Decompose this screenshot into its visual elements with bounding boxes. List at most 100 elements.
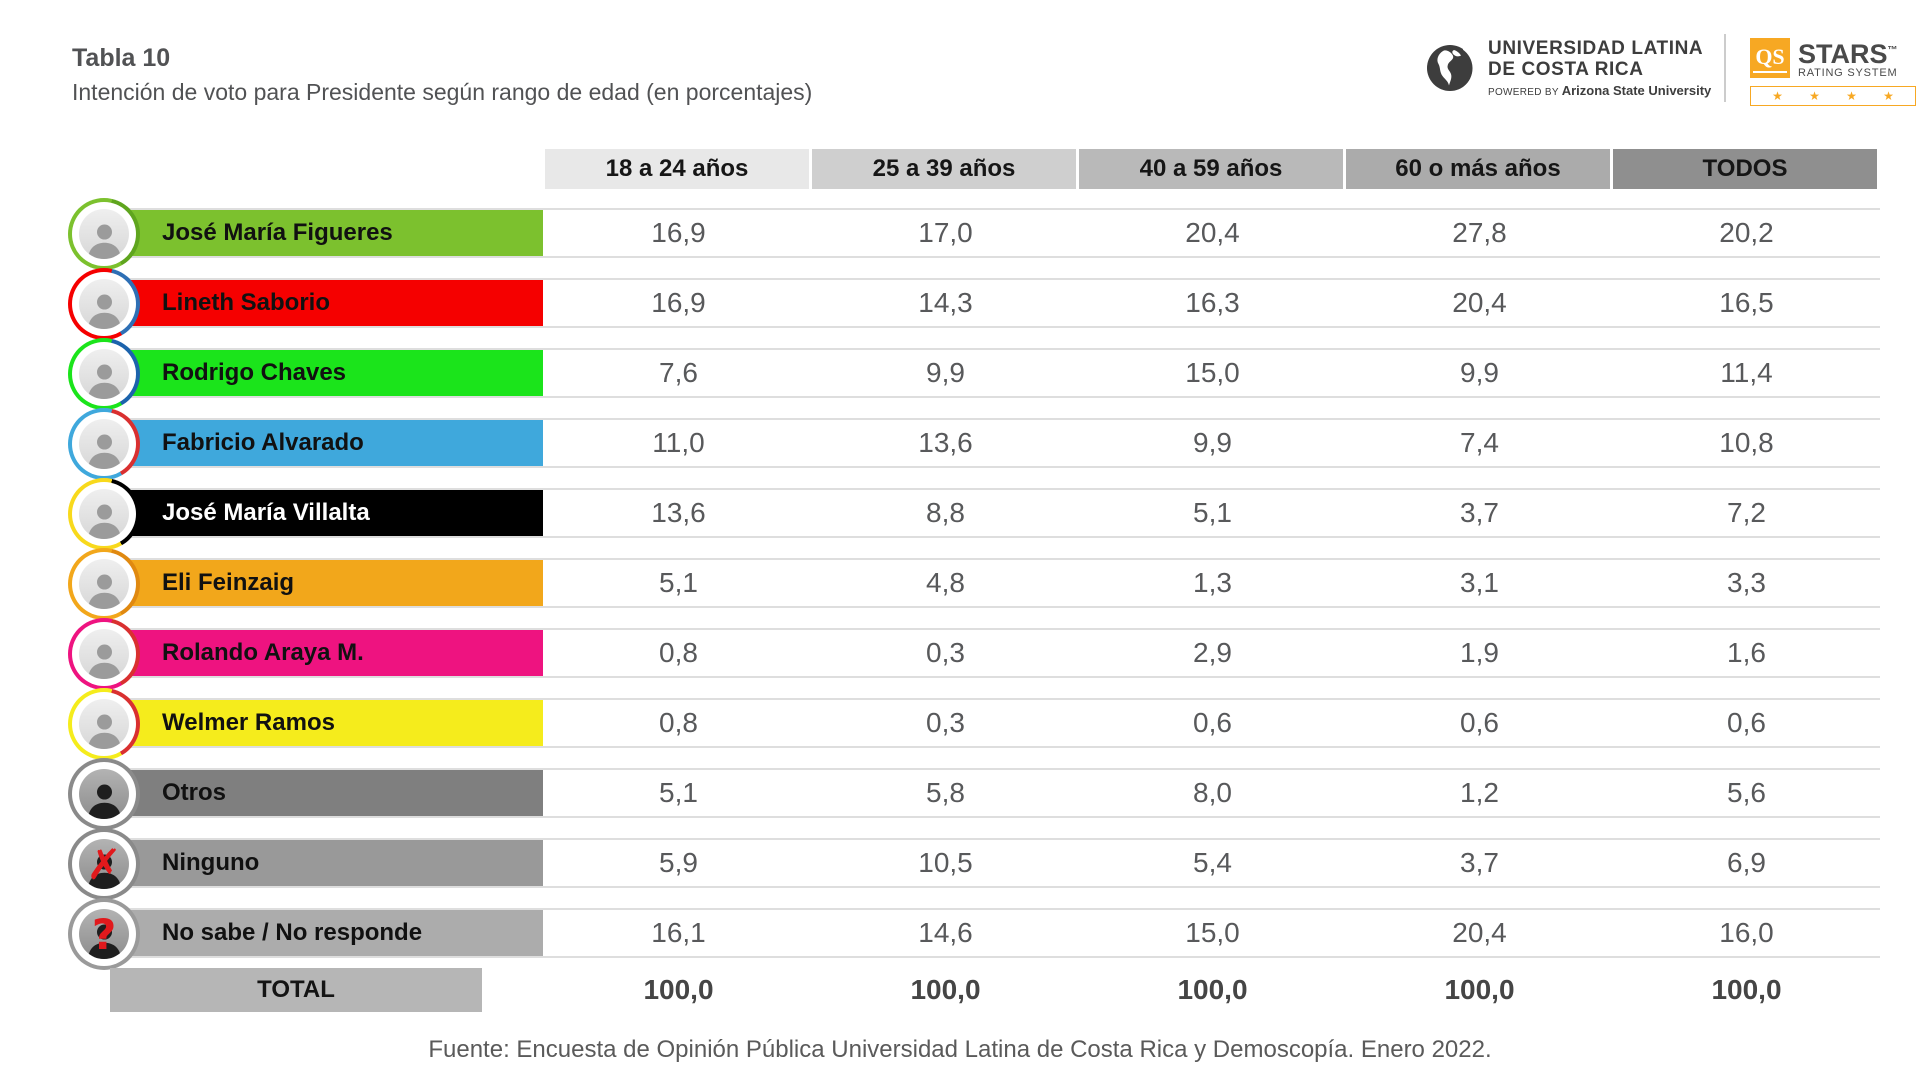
candidate-row: Lineth Saborio 16,9 14,3 16,3 20,4 16,5 xyxy=(68,268,1880,340)
candidate-row: Eli Feinzaig 5,1 4,8 1,3 3,1 3,3 xyxy=(68,548,1880,620)
candidate-row: José María Villalta 13,6 8,8 5,1 3,7 7,2 xyxy=(68,478,1880,550)
total-percentage-cell: 100,0 xyxy=(910,974,981,1005)
candidate-row: Otros 5,1 5,8 8,0 1,2 5,6 xyxy=(68,758,1880,830)
globe-icon xyxy=(1427,45,1476,91)
vote-percentage-cell: 1,6 xyxy=(1727,637,1766,668)
vote-percentage-cell: 27,8 xyxy=(1452,217,1507,248)
vote-percentage-cell: 4,8 xyxy=(926,567,965,598)
page-title: Intención de voto para Presidente según … xyxy=(72,79,813,105)
person-icon xyxy=(79,489,129,539)
star-icon: ★ xyxy=(1883,89,1894,103)
vote-percentage-cell: 5,4 xyxy=(1193,847,1232,878)
column-header: 60 o más años xyxy=(1346,149,1610,189)
candidate-bar: Lineth Saborio xyxy=(98,280,543,326)
vote-percentage-cell: 5,1 xyxy=(1193,497,1232,528)
candidate-row: Fabricio Alvarado 11,0 13,6 9,9 7,4 10,8 xyxy=(68,408,1880,480)
candidate-name: Lineth Saborio xyxy=(162,289,330,316)
candidate-avatar xyxy=(68,688,140,760)
vote-percentage-cell: 16,0 xyxy=(1719,917,1774,948)
candidate-name: Rodrigo Chaves xyxy=(162,359,347,386)
vote-percentage-cell: 7,2 xyxy=(1727,497,1766,528)
vote-percentage-cell: 11,0 xyxy=(652,427,705,458)
avatar-overlay-glyph xyxy=(72,762,136,826)
vote-percentage-cell: 14,3 xyxy=(918,287,973,318)
vote-percentage-cell: 3,7 xyxy=(1460,847,1499,878)
candidate-name: José María Figueres xyxy=(162,219,393,246)
candidate-name: José María Villalta xyxy=(162,499,370,526)
ulatina-logo: UNIVERSIDAD LATINA DE COSTA RICA POWERED… xyxy=(1424,38,1711,98)
candidate-bar: Otros xyxy=(98,770,543,816)
candidate-bar: Rodrigo Chaves xyxy=(98,350,543,396)
avatar-overlay-glyph xyxy=(72,692,136,756)
vote-percentage-cell: 0,8 xyxy=(659,637,698,668)
vote-percentage-cell: 9,9 xyxy=(1460,357,1499,388)
vote-percentage-cell: 11,4 xyxy=(1720,357,1773,388)
candidate-avatar xyxy=(68,618,140,690)
column-header: TODOS xyxy=(1613,149,1877,189)
ulatina-powered-by: POWERED BY Arizona State University xyxy=(1488,83,1712,98)
person-icon xyxy=(79,699,129,749)
vote-percentage-cell: 3,3 xyxy=(1727,567,1766,598)
candidate-name: No sabe / No responde xyxy=(162,919,423,946)
vote-percentage-cell: 5,8 xyxy=(926,777,965,808)
vote-percentage-cell: 16,5 xyxy=(1719,287,1774,318)
vote-percentage-cell: 1,3 xyxy=(1193,567,1232,598)
candidate-bar: Rolando Araya M. xyxy=(98,630,543,676)
vote-percentage-cell: 6,9 xyxy=(1727,847,1766,878)
candidate-bar: No sabe / No responde xyxy=(98,910,543,956)
vote-percentage-cell: 15,0 xyxy=(1185,917,1240,948)
candidate-name: Welmer Ramos xyxy=(162,709,335,736)
avatar-overlay-glyph: ? xyxy=(91,909,117,959)
avatar-overlay-glyph xyxy=(72,622,136,686)
source-note: Fuente: Encuesta de Opinión Pública Univ… xyxy=(428,1036,1492,1063)
candidate-bar: Welmer Ramos xyxy=(98,700,543,746)
candidate-name: Ninguno xyxy=(162,849,260,876)
candidate-row: No sabe / No responde ? 16,1 14,6 15,0 20,4… xyxy=(68,898,1880,970)
candidate-row: Welmer Ramos 0,8 0,3 0,6 0,6 0,6 xyxy=(68,688,1880,760)
vote-percentage-cell: 16,1 xyxy=(651,917,706,948)
vote-percentage-cell: 16,9 xyxy=(651,287,706,318)
vote-percentage-cell: 0,3 xyxy=(926,637,965,668)
ulatina-name-line1: UNIVERSIDAD LATINA xyxy=(1488,38,1704,59)
vote-percentage-cell: 20,4 xyxy=(1185,217,1240,248)
person-icon xyxy=(79,419,129,469)
qs-stars-rating: ★ ★ ★ ★ xyxy=(1750,86,1916,106)
person-icon xyxy=(79,209,129,259)
person-icon xyxy=(79,559,129,609)
avatar-overlay-glyph xyxy=(72,412,136,476)
star-icon: ★ xyxy=(1809,89,1820,103)
vote-percentage-cell: 3,1 xyxy=(1460,567,1499,598)
vote-percentage-cell: 1,9 xyxy=(1460,637,1499,668)
avatar-overlay-glyph xyxy=(72,272,136,336)
candidate-bar: Fabricio Alvarado xyxy=(98,420,543,466)
candidate-avatar xyxy=(68,478,140,550)
candidate-avatar xyxy=(68,408,140,480)
qs-icon: QS xyxy=(1750,38,1790,78)
candidate-bar: José María Figueres xyxy=(98,210,543,256)
vote-percentage-cell: 10,8 xyxy=(1719,427,1774,458)
total-percentage-cell: 100,0 xyxy=(1177,974,1248,1005)
vote-percentage-cell: 7,4 xyxy=(1460,427,1499,458)
vote-percentage-cell: 0,6 xyxy=(1460,707,1499,738)
vote-percentage-cell: 9,9 xyxy=(1193,427,1232,458)
candidate-name: Eli Feinzaig xyxy=(162,569,295,596)
candidate-name: Otros xyxy=(162,779,227,806)
vote-percentage-cell: 20,4 xyxy=(1452,917,1507,948)
vote-percentage-cell: 15,0 xyxy=(1185,357,1240,388)
person-icon xyxy=(79,279,129,329)
star-icon: ★ xyxy=(1846,89,1857,103)
vote-percentage-cell: 16,3 xyxy=(1185,287,1240,318)
logo-divider xyxy=(1724,34,1726,102)
vote-percentage-cell: 5,9 xyxy=(659,847,698,878)
candidate-row: José María Figueres 16,9 17,0 20,4 27,8 20,2 xyxy=(68,198,1880,270)
vote-percentage-cell: 16,9 xyxy=(651,217,706,248)
candidate-row: Rodrigo Chaves 7,6 9,9 15,0 9,9 11,4 xyxy=(68,338,1880,410)
avatar-overlay-glyph xyxy=(72,552,136,616)
vote-percentage-cell: 8,8 xyxy=(926,497,965,528)
vote-percentage-cell: 0,6 xyxy=(1193,707,1232,738)
person-icon xyxy=(79,769,129,819)
candidate-name: Fabricio Alvarado xyxy=(162,429,364,456)
total-percentage-cell: 100,0 xyxy=(643,974,714,1005)
candidate-avatar xyxy=(68,198,140,270)
